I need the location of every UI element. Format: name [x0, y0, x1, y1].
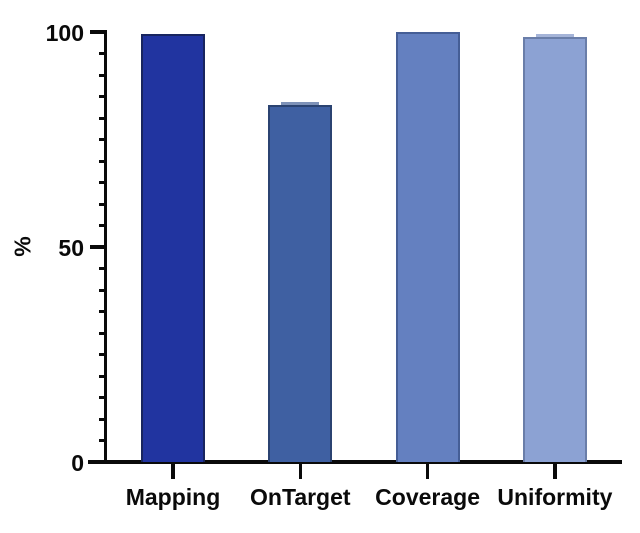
y-minor-tick	[98, 417, 108, 421]
x-category-label: Uniformity	[497, 484, 613, 510]
y-minor-tick	[98, 202, 108, 206]
x-category-label: Coverage	[375, 484, 480, 510]
y-minor-tick	[98, 331, 108, 335]
y-minor-tick	[98, 159, 108, 163]
y-tick-label: 0	[71, 450, 84, 476]
y-minor-tick	[98, 267, 108, 270]
y-major-tick	[89, 30, 108, 34]
bar-coverage	[395, 32, 460, 462]
y-minor-tick	[98, 224, 108, 227]
y-minor-tick	[98, 374, 108, 378]
y-minor-tick	[98, 116, 108, 120]
x-category-tick	[425, 463, 430, 479]
x-category-tick	[171, 463, 175, 479]
x-category-tick	[553, 463, 557, 479]
y-tick-label: 50	[58, 235, 84, 261]
y-minor-tick	[98, 288, 108, 292]
y-tick-label: 100	[45, 20, 84, 46]
x-category-label: Mapping	[125, 484, 221, 510]
y-major-tick	[89, 245, 108, 249]
y-minor-tick	[98, 138, 108, 141]
bar-mapping	[141, 33, 205, 462]
y-minor-tick	[98, 95, 108, 98]
y-minor-tick	[98, 396, 108, 399]
y-minor-tick	[98, 52, 108, 55]
y-minor-tick	[98, 73, 108, 77]
bar-uniformity	[522, 36, 587, 462]
x-category-label: OnTarget	[250, 484, 351, 510]
y-minor-tick	[98, 310, 108, 313]
x-axis-line	[88, 460, 622, 464]
y-axis-line	[103, 30, 108, 464]
y-minor-tick	[98, 353, 108, 356]
y-minor-tick	[98, 439, 108, 442]
bar-ontarget	[268, 105, 333, 462]
x-category-tick	[298, 463, 303, 479]
y-minor-tick	[98, 181, 108, 184]
